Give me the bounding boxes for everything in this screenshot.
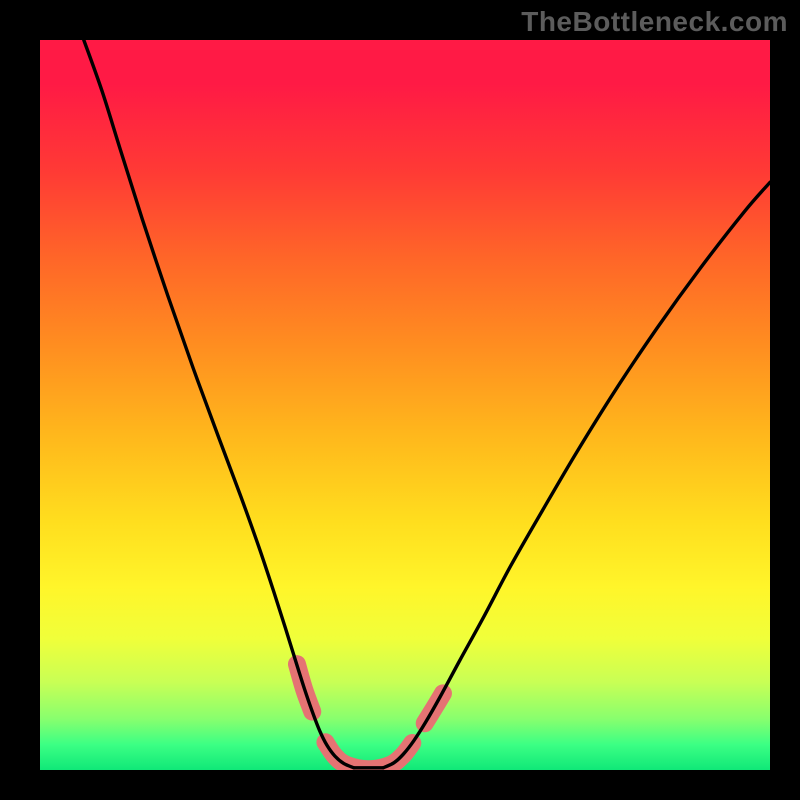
gradient-background [40, 40, 770, 770]
watermark-text: TheBottleneck.com [521, 6, 788, 38]
chart-svg [0, 0, 800, 800]
